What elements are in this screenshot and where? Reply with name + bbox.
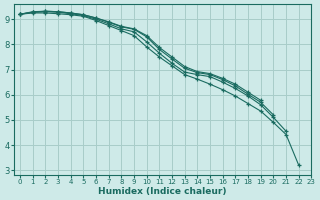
X-axis label: Humidex (Indice chaleur): Humidex (Indice chaleur) xyxy=(98,187,227,196)
